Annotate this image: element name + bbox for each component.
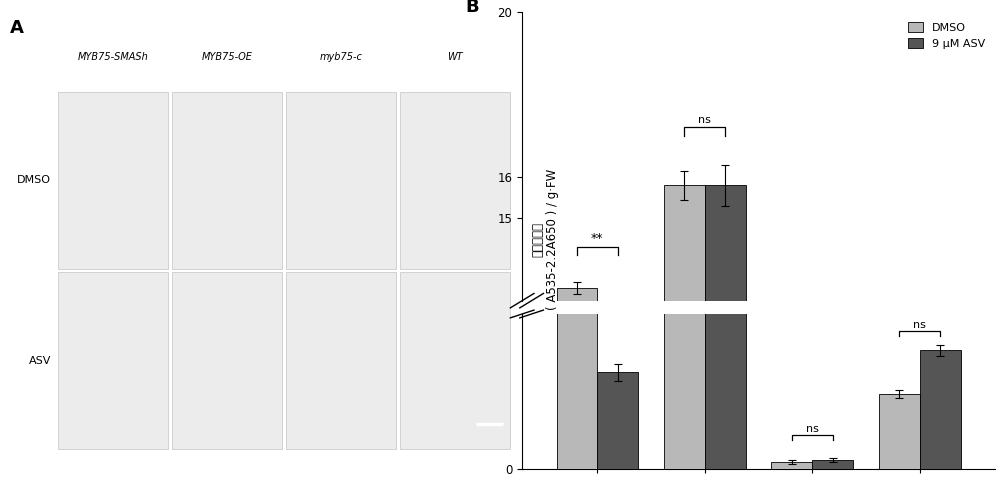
Text: **: ** (591, 232, 604, 245)
Bar (58, 272, 168, 449)
Bar (664, 185, 705, 479)
Bar (920, 351, 961, 469)
Bar (400, 91, 510, 269)
Bar (771, 462, 812, 469)
Text: MYB75-OE: MYB75-OE (202, 52, 253, 62)
Bar (400, 272, 510, 449)
Bar (879, 394, 920, 469)
Text: ns: ns (913, 319, 926, 330)
Text: DMSO: DMSO (17, 175, 51, 185)
Text: ASV: ASV (29, 356, 51, 366)
Bar (557, 0, 597, 469)
Text: 花青素含量
( A535-2.2A650 ) / g·FW: 花青素含量 ( A535-2.2A650 ) / g·FW (531, 169, 559, 310)
Text: ns: ns (806, 424, 819, 434)
Bar (664, 0, 705, 469)
Legend: DMSO, 9 μM ASV: DMSO, 9 μM ASV (904, 18, 989, 54)
Bar (286, 272, 396, 449)
Text: B: B (465, 0, 479, 15)
Text: MYB75-SMASh: MYB75-SMASh (78, 52, 149, 62)
Bar (812, 460, 853, 469)
Bar (597, 372, 638, 469)
Bar (172, 272, 282, 449)
Text: WT: WT (447, 52, 463, 62)
Bar (557, 288, 597, 479)
Bar (286, 91, 396, 269)
Bar (172, 91, 282, 269)
Text: A: A (10, 19, 24, 37)
Text: ns: ns (698, 115, 711, 125)
Bar (705, 185, 746, 479)
Bar (705, 0, 746, 469)
Bar (58, 91, 168, 269)
Text: myb75-c: myb75-c (320, 52, 363, 62)
